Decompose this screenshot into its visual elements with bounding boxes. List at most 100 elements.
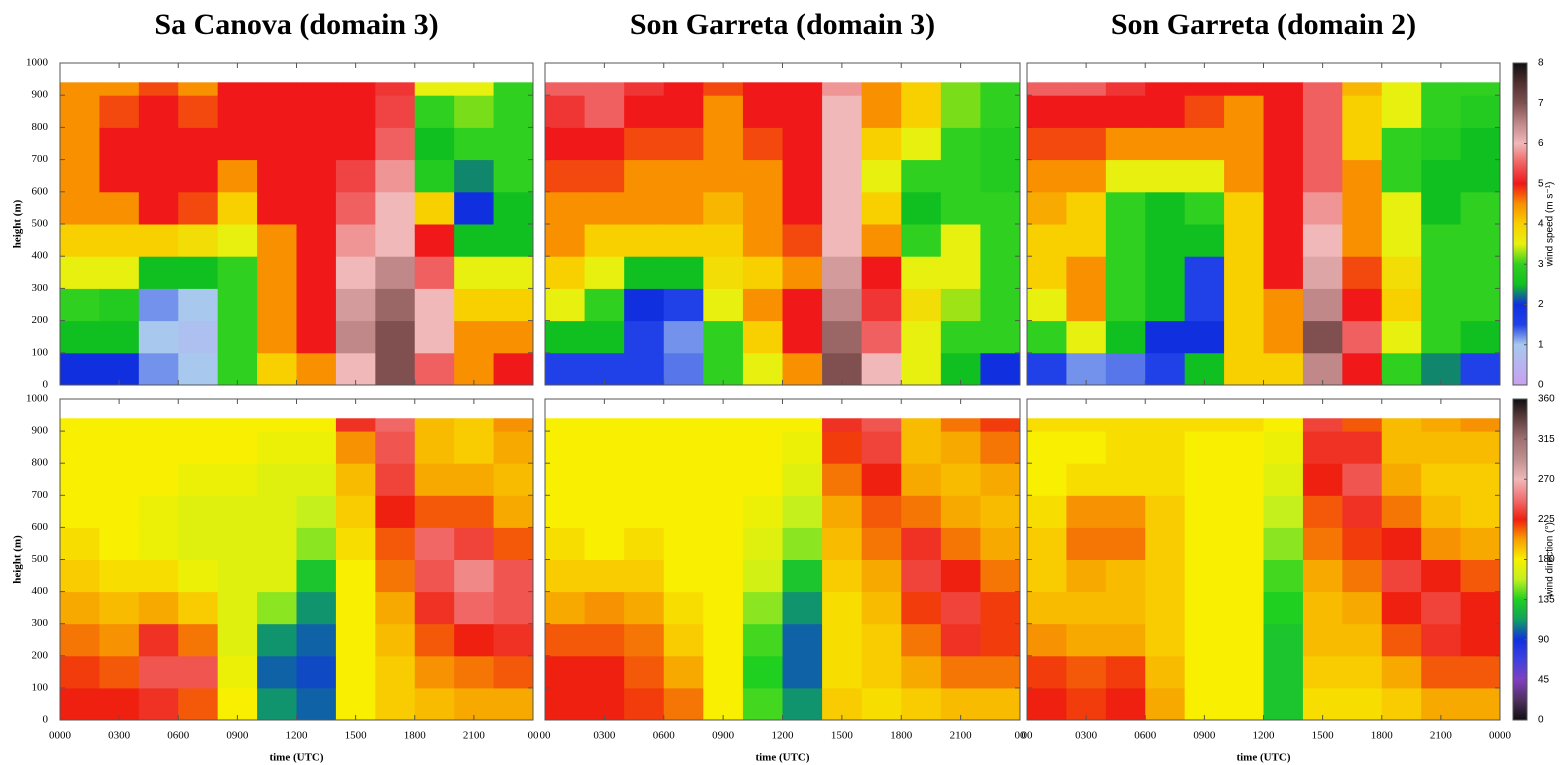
cell	[822, 527, 863, 560]
cell	[1027, 687, 1067, 721]
cell	[782, 623, 823, 657]
cell	[1105, 127, 1146, 161]
cell	[861, 623, 902, 657]
cell	[454, 559, 495, 593]
cell	[217, 418, 258, 432]
cell	[940, 527, 981, 560]
cell	[1421, 495, 1462, 528]
cell	[60, 288, 100, 322]
cell	[1105, 591, 1146, 625]
cell	[257, 352, 297, 386]
cell	[217, 288, 258, 322]
cell	[1381, 431, 1422, 464]
cell	[60, 431, 100, 464]
cell	[1224, 463, 1264, 496]
cell	[624, 559, 665, 593]
cell	[822, 191, 863, 225]
cell	[742, 655, 783, 689]
cell	[217, 623, 258, 657]
cell	[1421, 320, 1462, 354]
cell	[414, 495, 455, 528]
cell	[1145, 655, 1186, 689]
x-tick-label: 00	[540, 730, 552, 742]
cell	[1263, 591, 1304, 625]
cell	[624, 527, 665, 560]
cell	[1105, 320, 1146, 354]
cell	[1460, 623, 1501, 657]
x-tick-label: 1200	[1253, 730, 1276, 742]
cell	[545, 418, 586, 432]
cell	[742, 623, 783, 657]
cell	[296, 591, 337, 625]
cell	[782, 191, 823, 225]
cell	[584, 191, 625, 225]
cell	[1066, 191, 1107, 225]
cell	[1066, 623, 1107, 657]
cell	[1421, 82, 1462, 96]
cell	[940, 82, 981, 96]
cell	[545, 159, 586, 193]
cell	[940, 191, 981, 225]
cell	[1263, 559, 1304, 593]
cell	[584, 418, 625, 432]
cell	[1145, 95, 1186, 128]
cell	[663, 463, 704, 496]
cell	[1027, 495, 1067, 528]
cell	[493, 655, 534, 689]
cell	[1066, 463, 1107, 496]
cell	[703, 431, 744, 464]
cell	[901, 655, 942, 689]
cell	[782, 463, 823, 496]
cell	[545, 256, 586, 289]
cell	[1105, 495, 1146, 528]
cell	[493, 159, 534, 193]
cell	[624, 320, 665, 354]
cell	[1421, 655, 1462, 689]
cell	[454, 320, 495, 354]
colorbar-label: wind direction (°)	[1545, 522, 1556, 598]
cell	[1224, 591, 1264, 625]
cell	[742, 320, 783, 354]
cell	[1184, 159, 1225, 193]
cell	[1302, 288, 1343, 322]
cell	[454, 463, 495, 496]
cell	[584, 591, 625, 625]
cell	[663, 495, 704, 528]
cell	[703, 224, 744, 257]
cell	[138, 591, 179, 625]
cell	[493, 288, 534, 322]
cell	[1302, 82, 1343, 96]
cell	[584, 224, 625, 257]
cell	[663, 82, 704, 96]
cell	[861, 224, 902, 257]
cell	[861, 352, 902, 386]
cell	[493, 463, 534, 496]
cell	[1027, 352, 1067, 386]
cell	[1145, 224, 1186, 257]
cell	[861, 288, 902, 322]
cell	[335, 159, 376, 193]
cell	[1145, 82, 1186, 96]
cell	[1027, 559, 1067, 593]
cell	[60, 159, 100, 193]
colorbar-tick-label: 4	[1538, 219, 1544, 230]
cell	[1027, 418, 1067, 432]
cell	[335, 191, 376, 225]
cell	[296, 418, 337, 432]
cell	[414, 352, 455, 386]
cell	[703, 82, 744, 96]
cell	[1460, 352, 1501, 386]
cell	[742, 591, 783, 625]
cell	[901, 431, 942, 464]
cell	[1066, 256, 1107, 289]
x-tick-label: 0600	[653, 730, 676, 742]
y-tick-label: 300	[32, 282, 49, 294]
cell	[1381, 320, 1422, 354]
cell	[1224, 320, 1264, 354]
cell	[782, 224, 823, 257]
colorbar-tick-label: 225	[1538, 514, 1555, 525]
cell	[138, 82, 179, 96]
cell	[703, 256, 744, 289]
cell	[1381, 527, 1422, 560]
cell	[1224, 224, 1264, 257]
